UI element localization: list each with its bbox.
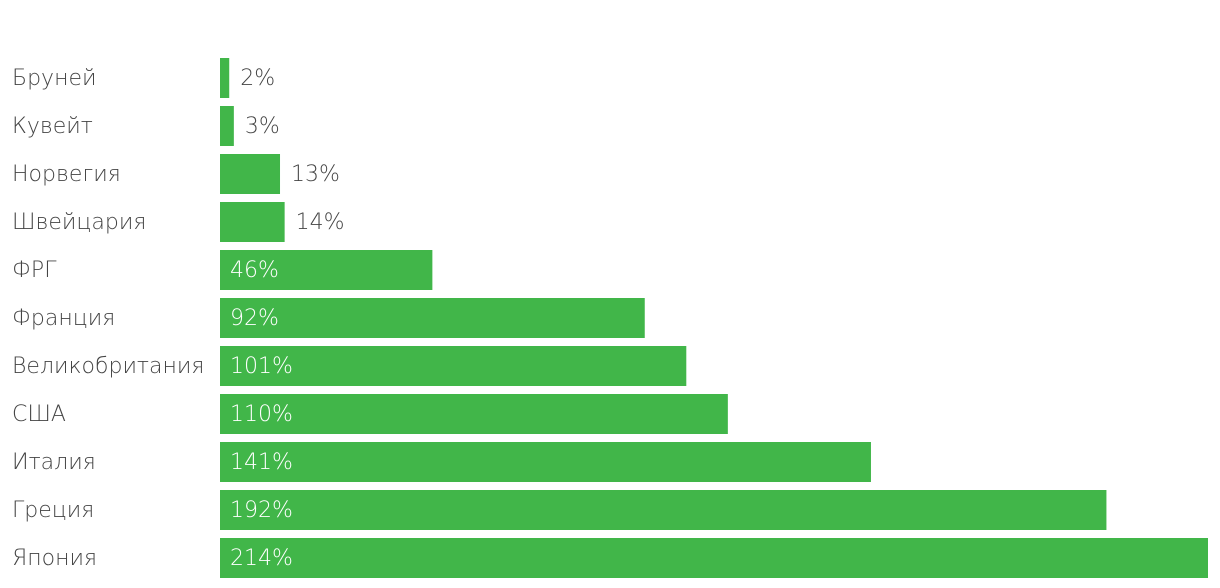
category-label: США (12, 402, 66, 427)
value-label: 214% (230, 546, 293, 571)
value-label: 110% (230, 402, 293, 427)
bar (220, 442, 871, 482)
value-label: 14% (296, 210, 345, 235)
category-label: Бруней (12, 66, 97, 91)
category-label: Франция (12, 306, 115, 331)
value-label: 13% (291, 162, 340, 187)
category-label: Италия (12, 450, 96, 475)
value-label: 92% (230, 306, 279, 331)
category-label: Норвегия (12, 162, 121, 187)
value-label: 101% (230, 354, 293, 379)
category-label: Кувейт (12, 114, 93, 139)
category-label: Греция (12, 498, 94, 523)
value-label: 192% (230, 498, 293, 523)
value-label: 2% (240, 66, 275, 91)
bar (220, 538, 1208, 578)
bar (220, 490, 1107, 530)
bar (220, 346, 687, 386)
bar (220, 154, 281, 194)
bar (220, 298, 645, 338)
category-label: Великобритания (12, 354, 204, 379)
bar (220, 250, 433, 290)
value-label: 46% (230, 258, 279, 283)
value-label: 3% (245, 114, 280, 139)
category-label: ФРГ (12, 258, 57, 283)
bar (220, 202, 285, 242)
bar (220, 106, 234, 146)
bar (220, 394, 728, 434)
bar (220, 58, 230, 98)
value-label: 141% (230, 450, 293, 475)
category-label: Япония (12, 546, 97, 571)
category-label: Швейцария (12, 210, 146, 235)
